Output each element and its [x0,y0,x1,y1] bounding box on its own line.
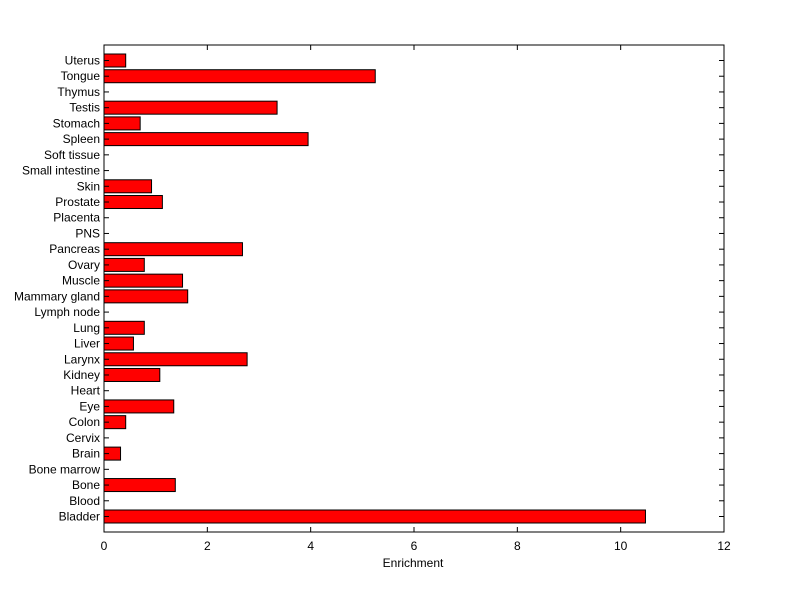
x-tick-label: 4 [307,539,314,553]
y-tick-label: Bone [72,478,100,492]
y-tick-label: Uterus [65,54,100,68]
y-tick-label: Colon [69,415,100,429]
ticks-group [103,45,725,532]
y-tick-label: Small intestine [22,164,100,178]
bar-spleen [103,132,309,147]
bar-prostate [103,195,163,210]
y-tick-label: Stomach [53,116,100,130]
plot-frame [103,44,725,533]
y-tick-label: Spleen [63,132,100,146]
x-tick-label: 12 [717,539,731,553]
y-tick-label: Placenta [53,211,100,225]
x-tick-label: 8 [514,539,521,553]
y-tick-label: Ovary [68,258,100,272]
bar-ovary [103,257,145,272]
x-tick-label: 10 [614,539,628,553]
y-tick-label: Skin [77,179,100,193]
y-tick-label: PNS [75,226,100,240]
y-tick-label: Mammary gland [14,289,100,303]
y-tick-label: Prostate [55,195,100,209]
y-tick-label: Lymph node [34,305,100,319]
bar-bone [103,478,176,493]
y-tick-label: Cervix [66,431,100,445]
y-tick-label: Thymus [57,85,100,99]
y-tick-label: Bladder [59,510,100,524]
x-tick-label: 6 [411,539,418,553]
y-tick-label: Blood [69,494,100,508]
y-tick-label: Eye [79,399,100,413]
bar-tongue [103,69,376,84]
y-tick-label: Muscle [62,274,100,288]
bar-muscle [103,273,184,288]
bar-lung [103,320,145,335]
y-tick-label: Kidney [63,368,100,382]
x-axis-label: Enrichment [383,556,444,570]
bar-kidney [103,367,161,382]
y-tick-label: Bone marrow [29,462,101,476]
y-tick-label: Testis [69,101,100,115]
bar-mammary-gland [103,289,189,304]
bar-bladder [103,509,646,524]
bar-stomach [103,116,141,131]
y-tick-label: Tongue [61,69,101,83]
bar-skin [103,179,153,194]
bar-testis [103,100,278,115]
y-tick-label: Pancreas [49,242,100,256]
y-tick-label: Liver [74,337,100,351]
y-tick-label: Brain [72,447,100,461]
y-tick-label: Soft tissue [44,148,100,162]
y-tick-label: Lung [73,321,100,335]
bar-pancreas [103,242,243,257]
bar-eye [103,399,175,414]
x-tick-label: 2 [204,539,211,553]
bars-group [103,53,646,524]
y-tick-label: Larynx [64,352,100,366]
y-tick-label: Heart [71,384,101,398]
x-tick-label: 0 [101,539,108,553]
bar-larynx [103,352,248,367]
